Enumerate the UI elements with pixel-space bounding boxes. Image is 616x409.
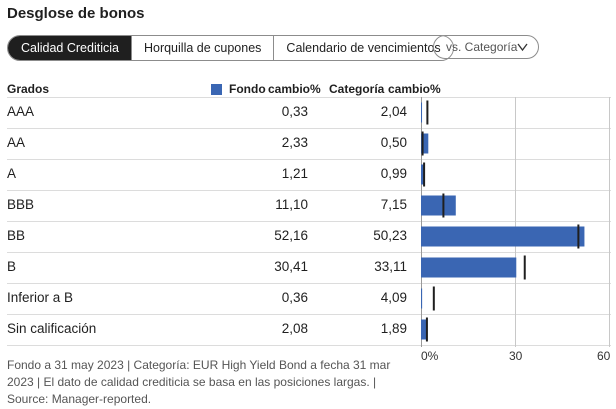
fund-value: 2,08 — [281, 320, 308, 336]
category-marker — [423, 162, 426, 187]
grade-label: Sin calificación — [7, 320, 97, 336]
category-value: 33,11 — [374, 258, 407, 274]
grade-label: BBB — [7, 196, 35, 212]
row-divider — [7, 97, 611, 98]
grade-label: AAA — [7, 103, 35, 119]
header-fund-change: cambio% — [268, 82, 321, 96]
fund-bar — [421, 195, 456, 216]
fund-bar — [421, 319, 428, 340]
category-value: 7,15 — [380, 196, 407, 212]
header-category: Categoría — [329, 82, 385, 96]
fund-bar — [421, 133, 429, 154]
category-value: 50,23 — [373, 227, 407, 243]
fund-bar — [421, 226, 585, 247]
tick-label: 0% — [421, 349, 439, 363]
fund-value: 52,16 — [274, 227, 308, 243]
row-divider — [7, 190, 611, 191]
fund-bar — [421, 288, 423, 309]
tick-label: 30 — [509, 349, 523, 363]
grade-label: B — [7, 258, 17, 274]
row-divider — [7, 345, 611, 346]
category-value: 4,09 — [380, 289, 407, 305]
category-value: 0,99 — [380, 165, 407, 181]
header-grades: Grados — [7, 82, 50, 96]
category-marker — [523, 255, 526, 280]
fund-value: 0,36 — [281, 289, 308, 305]
row-divider — [7, 252, 611, 253]
row-divider — [7, 283, 611, 284]
tab-bar: Calidad Crediticia Horquilla de cupones … — [7, 35, 454, 61]
tab-maturity-schedule[interactable]: Calendario de vencimientos — [273, 36, 453, 60]
fund-bar — [421, 257, 517, 278]
category-value: 2,04 — [380, 103, 407, 119]
category-marker — [421, 131, 424, 156]
header-category-change: cambio% — [388, 82, 441, 96]
grade-label: AA — [7, 134, 26, 150]
grade-label: BB — [7, 227, 26, 243]
tab-coupon-range[interactable]: Horquilla de cupones — [130, 36, 274, 60]
fund-value: 2,33 — [281, 134, 308, 150]
category-marker — [426, 100, 429, 125]
category-value: 1,89 — [380, 320, 407, 336]
category-marker — [442, 193, 445, 218]
row-divider — [7, 221, 611, 222]
compare-select-label: vs. Categoría — [446, 40, 518, 54]
chevron-down-icon — [517, 36, 528, 66]
tab-credit-quality[interactable]: Calidad Crediticia — [8, 36, 131, 60]
footnote: Fondo a 31 may 2023 | Categoría: EUR Hig… — [7, 358, 391, 406]
row-divider — [7, 159, 611, 160]
compare-select[interactable]: vs. Categoría — [433, 35, 539, 59]
category-marker — [577, 224, 580, 249]
grade-label: Inferior a B — [7, 289, 74, 305]
fund-value: 1,21 — [281, 165, 308, 181]
fund-value: 11,10 — [275, 196, 308, 212]
tick-label: 60 — [597, 349, 611, 363]
category-marker — [425, 317, 428, 342]
grade-label: A — [7, 165, 17, 181]
fund-value: 0,33 — [281, 103, 308, 119]
category-marker — [432, 286, 435, 311]
header-fund: Fondo — [229, 82, 266, 96]
page-title: Desglose de bonos — [7, 5, 145, 22]
fund-bar — [421, 164, 425, 185]
category-value: 0,50 — [380, 134, 407, 150]
fund-bar — [421, 102, 423, 123]
row-divider — [7, 314, 611, 315]
legend-fund-swatch — [211, 84, 222, 95]
fund-value: 30,41 — [274, 258, 308, 274]
row-divider — [7, 128, 611, 129]
